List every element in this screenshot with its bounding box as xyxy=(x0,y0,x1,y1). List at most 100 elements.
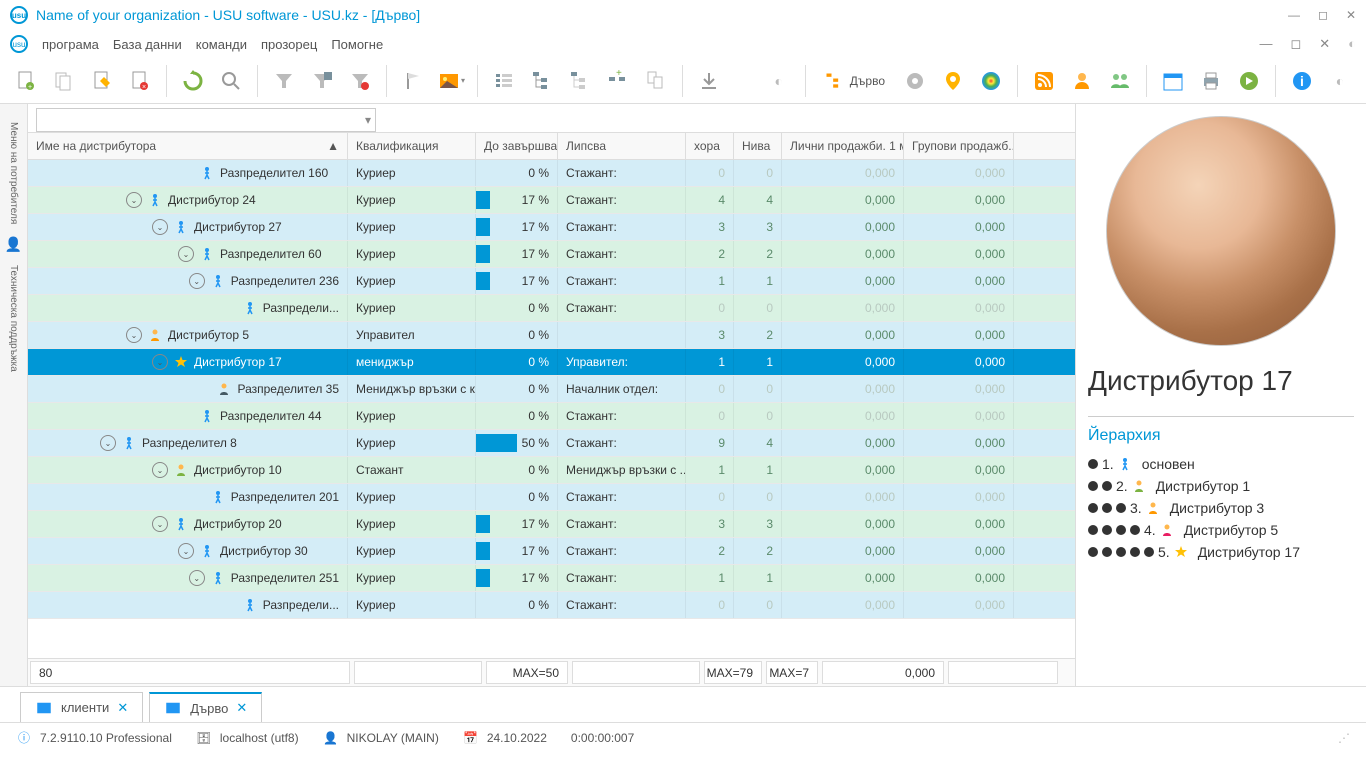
table-row[interactable]: ⌄Дистрибутор 17мениджър0 %Управител:110,… xyxy=(28,349,1075,376)
tab-tree[interactable]: Дърво ✕ xyxy=(149,692,262,722)
edit-doc-button[interactable] xyxy=(86,65,118,97)
col-name[interactable]: Име на дистрибутора ▲ xyxy=(28,133,348,159)
refresh-button[interactable] xyxy=(177,65,209,97)
row-group: 0,000 xyxy=(904,349,1014,375)
menu-item[interactable]: команди xyxy=(196,37,247,52)
sidetab-user-icon[interactable]: 👤 xyxy=(5,236,22,253)
tree-expand-button[interactable] xyxy=(526,65,558,97)
row-missing: Стажант: xyxy=(558,268,686,294)
menu-item[interactable]: Помогне xyxy=(331,37,383,52)
expand-icon[interactable]: ⌄ xyxy=(126,192,142,208)
table-row[interactable]: ⌄Дистрибутор 5Управител0 %320,0000,000 xyxy=(28,322,1075,349)
table-row[interactable]: ⌄Дистрибутор 10Стажант0 %Мениджър връзки… xyxy=(28,457,1075,484)
expand-icon[interactable]: ⌄ xyxy=(152,219,168,235)
location-button[interactable] xyxy=(937,65,969,97)
child-help-icon[interactable]: ◐ xyxy=(1348,36,1356,52)
tree-add-button[interactable]: + xyxy=(602,65,634,97)
col-grp[interactable]: Групови продажб... xyxy=(904,133,1014,159)
users-button[interactable] xyxy=(1104,65,1136,97)
menu-item[interactable]: прозорец xyxy=(261,37,317,52)
filter-combo[interactable]: ▾ xyxy=(36,108,376,132)
expand-icon[interactable]: ⌄ xyxy=(178,246,194,262)
rss-button[interactable] xyxy=(1028,65,1060,97)
menu-item[interactable]: програма xyxy=(42,37,99,52)
user-button[interactable] xyxy=(1066,65,1098,97)
row-personal: 0,000 xyxy=(782,241,904,267)
table-row[interactable]: ⌄Разпределител 8Куриер50 %Стажант:940,00… xyxy=(28,430,1075,457)
menu-item[interactable]: База данни xyxy=(113,37,182,52)
col-lvl[interactable]: Нива xyxy=(734,133,782,159)
child-maximize-icon[interactable]: ◻ xyxy=(1290,36,1301,52)
table-row[interactable]: Разпределител 44Куриер0 %Стажант:000,000… xyxy=(28,403,1075,430)
new-doc-button[interactable]: + xyxy=(10,65,42,97)
image-button[interactable]: ▾ xyxy=(435,65,467,97)
table-row[interactable]: ⌄Дистрибутор 24Куриер17 %Стажант:440,000… xyxy=(28,187,1075,214)
row-levels: 4 xyxy=(734,187,782,213)
col-prog[interactable]: До завършва... xyxy=(476,133,558,159)
table-row[interactable]: Разпредели...Куриер0 %Стажант:000,0000,0… xyxy=(28,295,1075,322)
table-row[interactable]: ⌄Дистрибутор 20Куриер17 %Стажант:330,000… xyxy=(28,511,1075,538)
filter-cols-button[interactable] xyxy=(306,65,338,97)
expand-icon[interactable]: ⌄ xyxy=(152,516,168,532)
resize-grip-icon[interactable]: ⋰ xyxy=(1338,731,1350,745)
hierarchy-item[interactable]: 1. основен xyxy=(1088,453,1354,475)
table-row[interactable]: Разпределител 201Куриер0 %Стажант:000,00… xyxy=(28,484,1075,511)
delete-doc-button[interactable]: × xyxy=(124,65,156,97)
calendar-button[interactable] xyxy=(1157,65,1189,97)
child-minimize-icon[interactable]: — xyxy=(1259,36,1272,52)
table-row[interactable]: ⌄Дистрибутор 27Куриер17 %Стажант:330,000… xyxy=(28,214,1075,241)
flag-button[interactable] xyxy=(397,65,429,97)
row-name: Разпределител 44 xyxy=(220,409,322,423)
table-row[interactable]: ⌄Дистрибутор 30Куриер17 %Стажант:220,000… xyxy=(28,538,1075,565)
color-button[interactable] xyxy=(975,65,1007,97)
hierarchy-item[interactable]: 3. Дистрибутор 3 xyxy=(1088,497,1354,519)
col-miss[interactable]: Липсва xyxy=(558,133,686,159)
row-name: Разпределител 251 xyxy=(231,571,339,585)
tree-collapse-button[interactable] xyxy=(564,65,596,97)
close-icon[interactable]: ✕ xyxy=(1346,8,1356,22)
hierarchy-item[interactable]: 2. Дистрибутор 1 xyxy=(1088,475,1354,497)
table-row[interactable]: Разпределител 35Мениджър връзки с к...0 … xyxy=(28,376,1075,403)
table-row[interactable]: ⌄Разпределител 251Куриер17 %Стажант:110,… xyxy=(28,565,1075,592)
tree-view-button[interactable]: Дърво xyxy=(816,65,893,97)
hierarchy-item[interactable]: 5. Дистрибутор 17 xyxy=(1088,541,1354,563)
tab-close-icon[interactable]: ✕ xyxy=(236,700,247,716)
expand-icon[interactable]: ⌄ xyxy=(152,462,168,478)
hierarchy-item[interactable]: 4. Дистрибутор 5 xyxy=(1088,519,1354,541)
expand-icon[interactable]: ⌄ xyxy=(152,354,168,370)
print-button[interactable] xyxy=(1195,65,1227,97)
table-row[interactable]: Разпредели...Куриер0 %Стажант:000,0000,0… xyxy=(28,592,1075,619)
filter-clear-button[interactable] xyxy=(344,65,376,97)
tab-close-icon[interactable]: ✕ xyxy=(117,700,128,716)
multi-doc-button[interactable] xyxy=(640,65,672,97)
download-button[interactable] xyxy=(693,65,725,97)
expand-icon[interactable]: ⌄ xyxy=(178,543,194,559)
sidetab-user-menu[interactable]: Меню на потребителя xyxy=(8,114,19,232)
col-qual[interactable]: Квалификация xyxy=(348,133,476,159)
search-button[interactable] xyxy=(215,65,247,97)
expand-icon[interactable]: ⌄ xyxy=(100,435,116,451)
row-missing: Стажант: xyxy=(558,403,686,429)
expand-icon[interactable]: ⌄ xyxy=(126,327,142,343)
copy-doc-button[interactable] xyxy=(48,65,80,97)
tab-clients[interactable]: клиенти ✕ xyxy=(20,692,143,722)
maximize-icon[interactable]: ◻ xyxy=(1318,8,1328,22)
list-button[interactable] xyxy=(488,65,520,97)
expand-icon[interactable]: ⌄ xyxy=(189,273,205,289)
table-row[interactable]: ⌄Разпределител 60Куриер17 %Стажант:220,0… xyxy=(28,241,1075,268)
row-name: Дистрибутор 20 xyxy=(194,517,282,531)
table-row[interactable]: ⌄Разпределител 236Куриер17 %Стажант:110,… xyxy=(28,268,1075,295)
col-pers[interactable]: Лични продажби. 1 м... xyxy=(782,133,904,159)
minimize-icon[interactable]: — xyxy=(1288,8,1300,22)
table-row[interactable]: Разпределител 160Куриер0 %Стажант:000,00… xyxy=(28,160,1075,187)
filter-button[interactable] xyxy=(268,65,300,97)
sidetab-support[interactable]: Техническа поддръжка xyxy=(8,257,19,380)
col-ppl[interactable]: хора xyxy=(686,133,734,159)
help-icon[interactable]: ◐ xyxy=(1324,65,1356,97)
settings-button[interactable] xyxy=(899,65,931,97)
help-small-icon[interactable]: ◐ xyxy=(763,65,795,97)
go-button[interactable] xyxy=(1233,65,1265,97)
expand-icon[interactable]: ⌄ xyxy=(189,570,205,586)
child-close-icon[interactable]: ✕ xyxy=(1319,36,1330,52)
info-button[interactable]: i xyxy=(1286,65,1318,97)
